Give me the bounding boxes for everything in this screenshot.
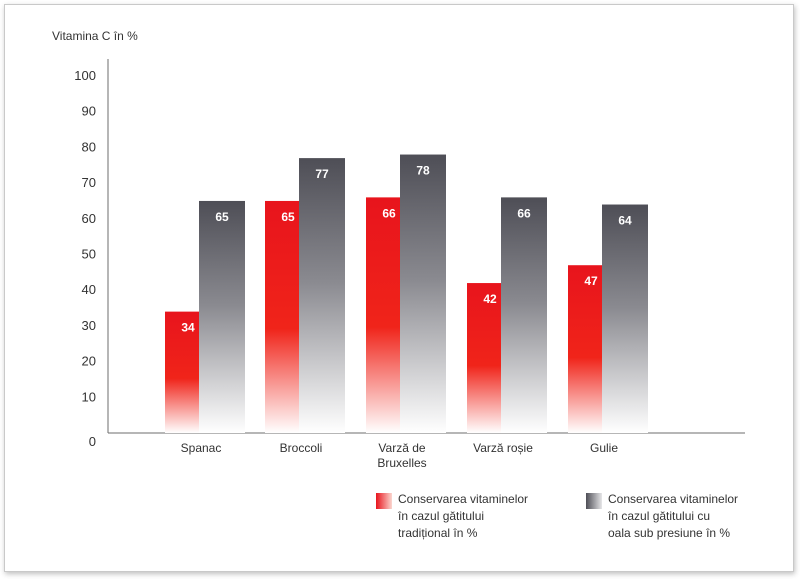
y-tick-label: 80: [82, 139, 96, 154]
category-label: Gulie: [590, 441, 618, 455]
bar-value-label: 66: [517, 206, 531, 220]
y-axis-label: Vitamina C în %: [52, 29, 138, 43]
bar-value-label: 77: [315, 167, 329, 181]
category-label: Varză roșie: [473, 441, 533, 455]
y-tick-label: 40: [82, 282, 96, 297]
bar-value-label: 42: [483, 292, 497, 306]
y-tick-label: 10: [82, 389, 96, 404]
bar-value-label: 65: [215, 210, 229, 224]
bar-value-label: 65: [281, 210, 295, 224]
legend-swatch-traditional: [376, 493, 392, 509]
legend-label: Conservarea vitaminelor în cazul gătitulu…: [397, 492, 528, 540]
bar-pressure: [400, 154, 446, 434]
legend-swatch-pressure: [586, 493, 602, 509]
bar-value-label: 34: [181, 321, 195, 335]
bar-pressure: [299, 158, 345, 434]
category-labels: Spanac Broccoli Varză de Bruxelles Varză roș…: [181, 441, 619, 470]
y-tick-label: 60: [82, 211, 96, 226]
y-tick-label: 90: [82, 104, 96, 119]
category-label: Broccoli: [280, 441, 323, 455]
bar-pressure: [199, 200, 245, 433]
legend-label: Conservarea vitaminelor în cazul gătitulu…: [607, 492, 738, 540]
bar-pressure: [501, 197, 547, 433]
bar-value-label: 78: [416, 164, 430, 178]
bar-value-label: 66: [382, 206, 396, 220]
y-tick-labels: 0 10 20 30 40 50 60 70 80 90 100: [74, 68, 96, 449]
y-tick-label: 30: [82, 318, 96, 333]
y-tick-label: 20: [82, 354, 96, 369]
bars: 34 65 65 77 66 78 42 66 47 64: [165, 154, 648, 434]
y-tick-label: 100: [74, 68, 96, 83]
legend: Conservarea vitaminelor în cazul gătitulu…: [376, 492, 738, 540]
y-tick-label: 50: [82, 247, 96, 262]
bar-value-label: 47: [584, 274, 598, 288]
y-tick-label: 70: [82, 175, 96, 190]
bar-pressure: [602, 204, 648, 433]
y-tick-label: 0: [89, 434, 96, 449]
category-label: Varză de Bruxelles: [377, 441, 426, 470]
category-label: Spanac: [181, 441, 222, 455]
bar-value-label: 64: [618, 214, 632, 228]
